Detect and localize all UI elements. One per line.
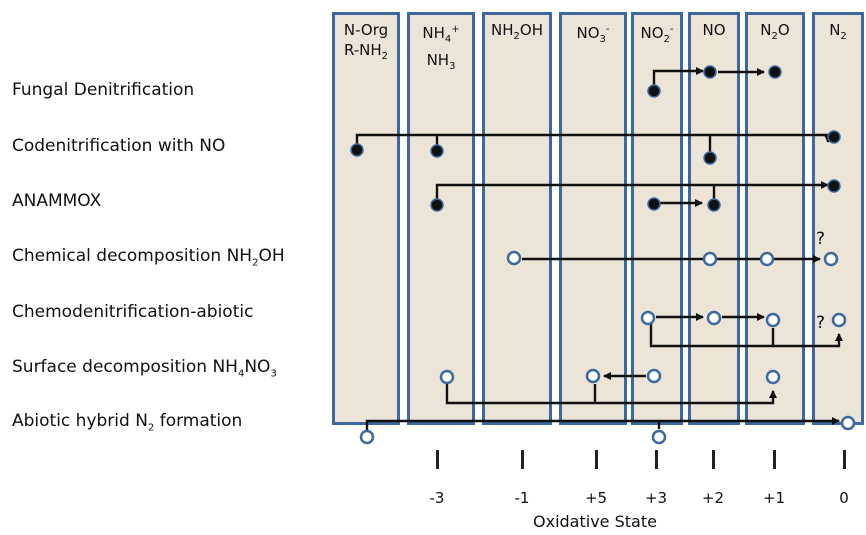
- column-header-no2: NO2-: [640, 24, 674, 45]
- node-filled: [430, 198, 444, 212]
- column-header-nh2oh: NH2OH: [491, 21, 543, 42]
- column-panel-nh4: [407, 12, 475, 425]
- axis-tick-label: +3: [644, 489, 668, 507]
- node-open: [765, 312, 781, 328]
- node-filled: [703, 65, 717, 79]
- axis-tick: [436, 450, 439, 469]
- node-open: [823, 251, 839, 267]
- process-label-surface-decomposition: Surface decomposition NH4NO3: [12, 357, 277, 380]
- axis-tick: [655, 450, 658, 469]
- axis-tick-label: -3: [429, 489, 445, 507]
- node-open: [646, 368, 662, 384]
- node-open: [765, 369, 781, 385]
- axis-label-oxidative-state: Oxidative State: [533, 512, 657, 531]
- column-panel-n2o: [745, 12, 805, 425]
- column-header-n-org: N-Org R-NH2: [343, 21, 389, 62]
- axis-tick: [773, 450, 776, 469]
- node-open: [585, 368, 601, 384]
- column-header-n2o: N2O: [760, 21, 790, 42]
- node-filled: [647, 197, 661, 211]
- process-label-anammox: ANAMMOX: [12, 191, 102, 211]
- node-filled: [768, 65, 782, 79]
- process-label-abiotic-hybrid: Abiotic hybrid N2 formation: [12, 411, 243, 434]
- node-open: [651, 429, 667, 445]
- node-open: [359, 429, 375, 445]
- node-filled: [827, 130, 841, 144]
- uncertain-mark: ?: [816, 313, 825, 333]
- process-label-chemodenitrification: Chemodenitrification-abiotic: [12, 302, 254, 322]
- pathway-surface-to-n2o: [445, 384, 777, 405]
- node-filled: [350, 143, 364, 157]
- axis-tick-label: 0: [839, 489, 849, 507]
- node-filled: [827, 179, 841, 193]
- pathway-codenitrification: [355, 133, 832, 149]
- node-filled: [430, 144, 444, 158]
- axis-tick-label: -1: [514, 489, 530, 507]
- column-header-no3: NO3-: [576, 24, 610, 45]
- pathway-abiotic-hybrid: [365, 417, 840, 430]
- node-filled: [703, 151, 717, 165]
- node-filled: [647, 84, 661, 98]
- node-open: [831, 312, 847, 328]
- column-panel-no: [688, 12, 740, 425]
- pathway-anammox: [435, 181, 829, 203]
- column-panel-no2: [631, 12, 683, 425]
- node-open: [759, 251, 775, 267]
- process-label-fungal-denitrification: Fungal Denitrification: [12, 80, 195, 100]
- axis-tick-label: +1: [762, 489, 786, 507]
- node-open: [706, 310, 722, 326]
- node-open: [702, 251, 718, 267]
- axis-tick-label: +2: [701, 489, 725, 507]
- axis-tick: [712, 450, 715, 469]
- node-open: [840, 415, 856, 431]
- column-header-n2: N2: [829, 21, 847, 42]
- column-panel-nh2oh: [482, 12, 552, 425]
- node-open: [640, 310, 656, 326]
- axis-tick: [595, 450, 598, 469]
- pathway-fungal-no2-to-no: [652, 67, 704, 91]
- uncertain-mark: ?: [816, 229, 825, 249]
- process-label-chemical-decomposition: Chemical decomposition NH2OH: [12, 246, 285, 269]
- axis-tick: [843, 450, 846, 469]
- node-open: [506, 250, 522, 266]
- axis-tick: [521, 450, 524, 469]
- pathway-chemo-to-n2: [649, 324, 843, 348]
- process-label-codenitrification: Codenitrification with NO: [12, 136, 226, 156]
- node-open: [439, 369, 455, 385]
- column-panel-n2: [812, 12, 864, 425]
- column-header-nh4: NH4+ NH3: [422, 24, 460, 72]
- axis-tick-label: +5: [584, 489, 608, 507]
- column-header-no: NO: [702, 21, 726, 39]
- node-filled: [707, 198, 721, 212]
- column-panel-n-org: [332, 12, 400, 425]
- column-panel-no3: [559, 12, 627, 425]
